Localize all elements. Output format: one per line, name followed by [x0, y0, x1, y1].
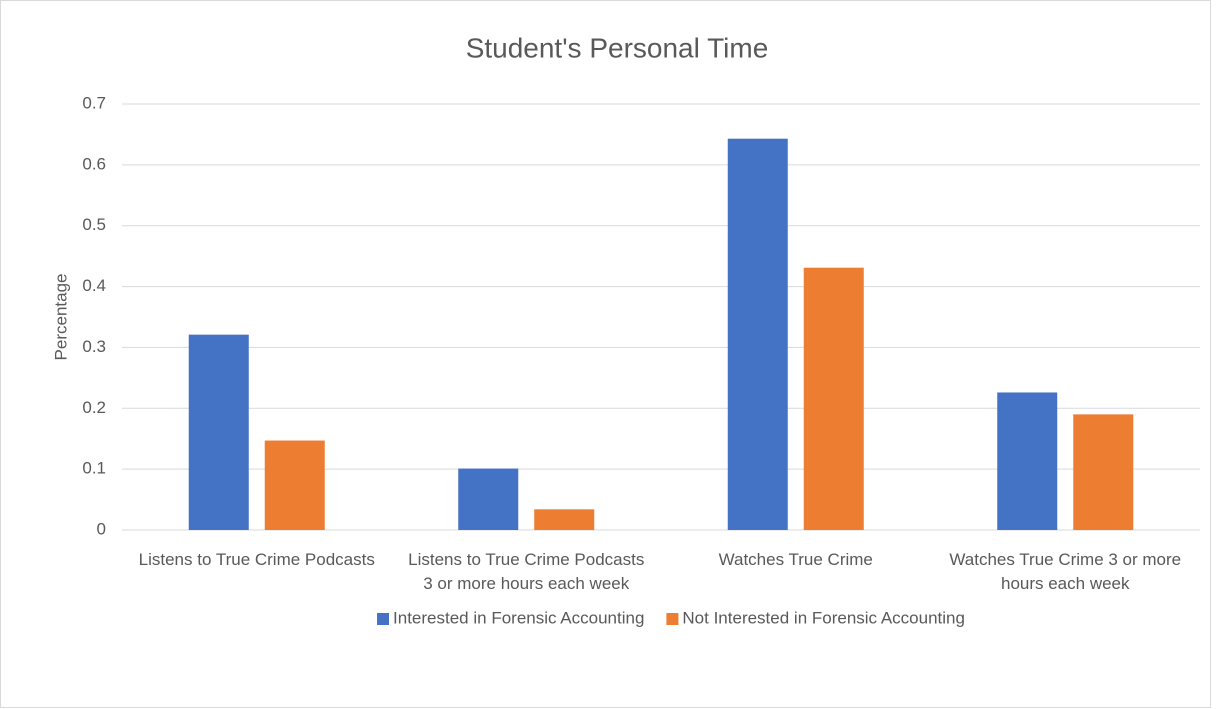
- y-tick-label: 0: [97, 519, 106, 538]
- legend-label: Interested in Forensic Accounting: [393, 608, 644, 627]
- legend-label: Not Interested in Forensic Accounting: [682, 608, 965, 627]
- x-tick-label: Watches True Crime: [718, 550, 873, 569]
- bar: [1073, 414, 1134, 530]
- y-tick-label: 0.7: [82, 93, 106, 112]
- y-tick-label: 0.1: [82, 459, 106, 478]
- y-tick-label: 0.3: [82, 337, 106, 356]
- legend-swatch: [377, 613, 390, 625]
- y-tick-label: 0.4: [82, 276, 106, 295]
- bar: [803, 267, 864, 530]
- bar: [534, 509, 595, 530]
- bar: [458, 468, 519, 530]
- bar: [727, 138, 788, 530]
- y-tick-label: 0.2: [82, 398, 106, 417]
- y-axis-label: Percentage: [51, 274, 70, 361]
- bar: [264, 440, 325, 530]
- chart-title: Student's Personal Time: [466, 32, 769, 63]
- bar: [188, 334, 249, 530]
- legend-swatch: [666, 613, 679, 625]
- x-tick-label: Watches True Crime 3 or more hours each …: [949, 550, 1182, 593]
- y-tick-label: 0.5: [82, 215, 106, 234]
- bar: [997, 392, 1058, 530]
- x-tick-label: Listens to True Crime Podcasts 3 or more…: [408, 550, 645, 593]
- y-tick-label: 0.6: [82, 154, 106, 173]
- x-tick-label: Listens to True Crime Podcasts: [138, 550, 375, 569]
